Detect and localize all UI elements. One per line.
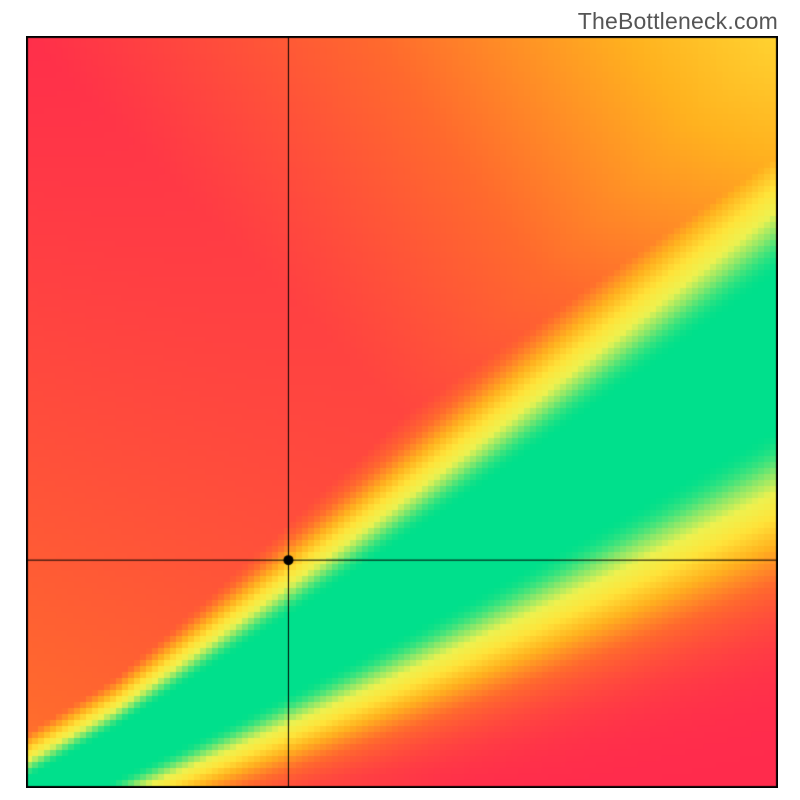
chart-container: TheBottleneck.com (0, 0, 800, 800)
bottleneck-heatmap (26, 36, 778, 788)
watermark: TheBottleneck.com (578, 8, 778, 35)
